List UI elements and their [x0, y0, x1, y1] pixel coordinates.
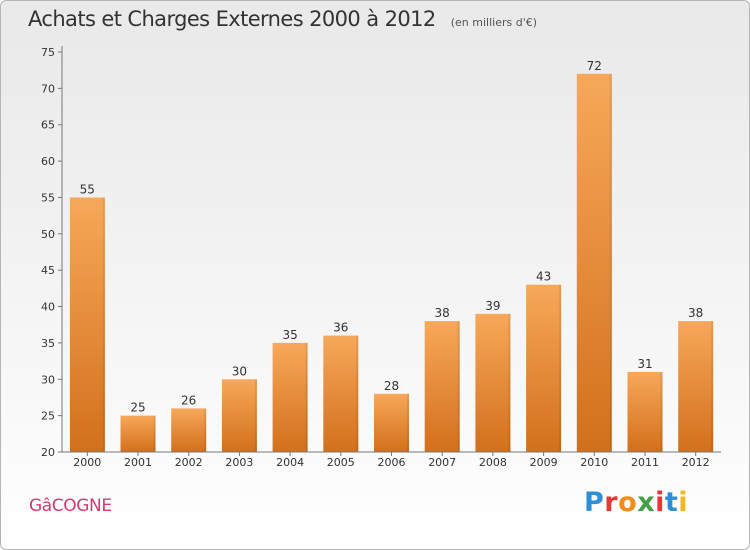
value-label-2001: 25 [130, 401, 145, 415]
x-tick-label-2012: 2012 [682, 456, 710, 469]
x-tick-label-2006: 2006 [378, 456, 406, 469]
y-tick-label-55: 55 [41, 192, 55, 205]
bar-shade-2006 [407, 393, 409, 452]
value-label-2011: 31 [637, 357, 652, 371]
y-tick-label-20: 20 [41, 446, 55, 459]
bar-2006 [374, 393, 409, 452]
bar-shade-2010 [609, 73, 612, 453]
y-tick-label-35: 35 [41, 337, 55, 350]
y-tick-label-70: 70 [41, 82, 55, 95]
chart-title: Achats et Charges Externes 2000 à 2012 [28, 7, 436, 31]
x-tick-label-2009: 2009 [530, 456, 558, 469]
bar-shade-2012 [711, 321, 714, 452]
y-tick-label-45: 45 [41, 264, 55, 277]
bar-shade-2003 [254, 379, 257, 452]
bar-2003 [221, 379, 257, 452]
y-tick-label-40: 40 [41, 301, 55, 314]
bar-2005 [323, 335, 359, 452]
y-tick-label-25: 25 [41, 410, 55, 423]
place-name: GâCOGNE [29, 496, 112, 516]
value-label-2002: 26 [181, 393, 196, 407]
bar-shade-2007 [457, 321, 460, 452]
bar-shade-2005 [356, 335, 359, 452]
bar-2001 [120, 415, 156, 452]
value-label-2008: 39 [485, 299, 500, 313]
value-label-2007: 38 [435, 306, 450, 320]
bar-2002 [171, 408, 207, 452]
logo-letter: i [678, 487, 689, 518]
y-tick-label-50: 50 [41, 228, 55, 241]
bar-shade-2009 [559, 284, 562, 452]
x-tick-label-2008: 2008 [479, 456, 507, 469]
logo-letter: r [604, 487, 619, 518]
value-label-2005: 36 [333, 321, 348, 335]
logo-letter: t [664, 487, 679, 518]
x-tick-label-2001: 2001 [124, 456, 152, 469]
bar-2012 [678, 321, 714, 452]
chart-unit: (en milliers d'€) [450, 16, 538, 29]
x-tick-label-2004: 2004 [276, 456, 304, 469]
x-tick-label-2005: 2005 [327, 456, 355, 469]
bar-2008 [475, 313, 511, 452]
bar-2000 [69, 197, 105, 452]
x-tick-label-2000: 2000 [73, 456, 101, 469]
bar-shade-2000 [102, 197, 105, 452]
y-tick-label-65: 65 [41, 119, 55, 132]
value-label-2009: 43 [536, 270, 551, 284]
bar-shade-2001 [153, 415, 156, 452]
logo-letter: i [655, 487, 665, 518]
x-tick-label-2002: 2002 [175, 456, 203, 469]
bar-shade-2002 [204, 408, 207, 452]
bar-2011 [627, 372, 663, 452]
x-tick-label-2010: 2010 [580, 456, 608, 469]
bar-2007 [424, 321, 460, 452]
bars-group: 55 25 26 30 35 36 28 38 39 43 72 31 38 [69, 59, 714, 453]
value-label-2004: 35 [282, 328, 297, 342]
value-label-2000: 55 [80, 183, 95, 197]
logo-letter: o [618, 487, 638, 518]
bar-2009 [526, 284, 562, 452]
x-tick-label-2007: 2007 [428, 456, 456, 469]
bar-shade-2011 [660, 372, 663, 452]
y-tick-label-75: 75 [41, 46, 55, 59]
value-label-2003: 30 [232, 364, 247, 378]
value-label-2010: 72 [587, 59, 602, 73]
logo-letter: x [637, 487, 656, 518]
x-tick-label-2011: 2011 [631, 456, 659, 469]
y-tick-label-60: 60 [41, 155, 55, 168]
proxiti-logo[interactable]: Proxiti [584, 487, 688, 518]
y-tick-label-30: 30 [41, 373, 55, 386]
axes-group: 2000 2001 2002 2003 2004 2005 2006 2007 2008 2009… [41, 46, 721, 469]
bar-shade-2008 [508, 313, 511, 452]
chart-header: Achats et Charges Externes 2000 à 2012 (… [28, 7, 537, 31]
value-label-2006: 28 [384, 379, 399, 393]
logo-letter: P [584, 487, 605, 518]
bar-2010 [576, 73, 612, 453]
bar-2004 [272, 342, 308, 452]
bar-shade-2004 [305, 342, 308, 452]
x-tick-label-2003: 2003 [225, 456, 253, 469]
value-label-2012: 38 [688, 306, 703, 320]
